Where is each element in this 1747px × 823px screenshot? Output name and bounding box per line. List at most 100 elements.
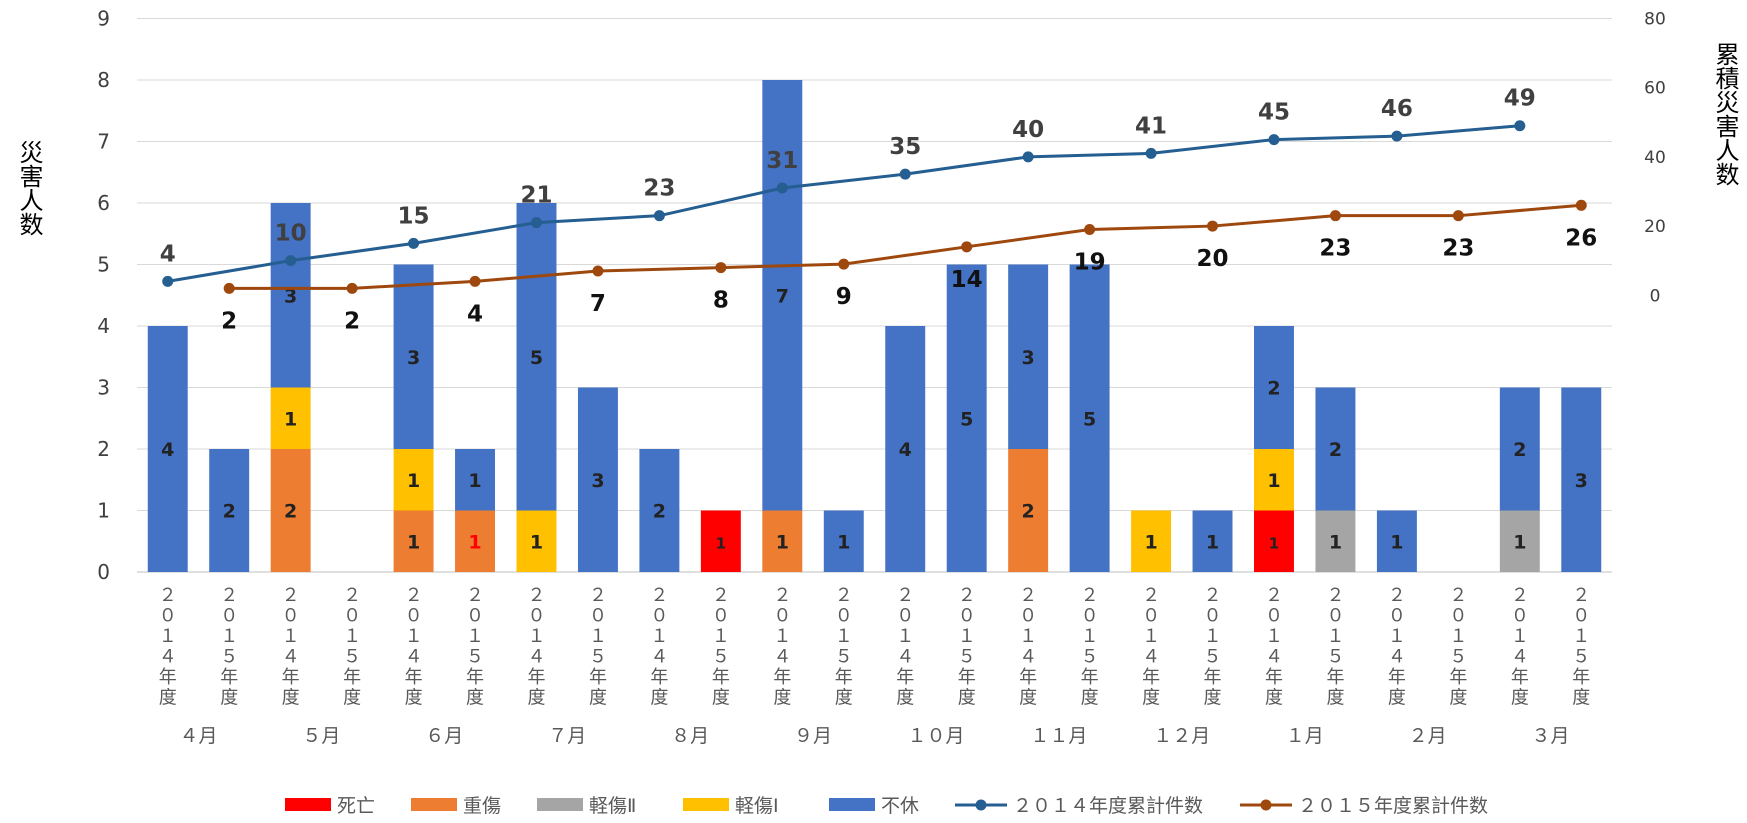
x-tick-label: ２ [1388, 585, 1406, 606]
x-tick-label: 年 [1449, 667, 1467, 688]
x-tick-label: ０ [1511, 606, 1529, 627]
line-value-label: 2 [221, 308, 237, 334]
line-value-label: 8 [713, 288, 729, 314]
legend-label: 重傷 [463, 795, 501, 817]
x-tick-label: ４ [1142, 647, 1160, 668]
x-tick-label: ０ [1081, 606, 1099, 627]
legend-label: 軽傷Ⅱ [589, 795, 636, 817]
line-value-label: 19 [1074, 250, 1106, 276]
x-tick-label: 度 [343, 688, 361, 709]
x-tick-label: １ [589, 626, 607, 647]
line-value-label: 49 [1504, 86, 1536, 112]
x-tick-label: １ [958, 626, 976, 647]
x-tick-label: ５ [1081, 647, 1099, 668]
x-tick-label: ４ [159, 647, 177, 668]
bar-segment [393, 449, 434, 511]
bar-value-label: 1 [776, 531, 789, 553]
bar-segment [1561, 387, 1602, 572]
bar-value-label: 1 [1329, 531, 1342, 553]
legend-marker [1260, 799, 1272, 811]
bar-value-label: 1 [468, 531, 481, 553]
x-tick-label: 年 [527, 667, 545, 688]
line-value-label: 23 [1442, 236, 1474, 262]
line-value-label: 26 [1565, 225, 1597, 251]
x-tick-label: 年 [650, 667, 668, 688]
x-tick-label: 度 [958, 688, 976, 709]
bar-value-label: 1 [407, 531, 420, 553]
x-group-label: ９月 [794, 725, 832, 747]
x-tick-label: 年 [712, 667, 730, 688]
line-marker [899, 168, 911, 180]
bar-value-label: 1 [1206, 531, 1219, 553]
x-tick-label: １ [527, 626, 545, 647]
line-value-label: 4 [467, 301, 483, 327]
x-tick-label: 度 [1204, 688, 1222, 709]
x-tick-label: ４ [650, 647, 668, 668]
x-tick-label: 年 [466, 667, 484, 688]
bar-segment [1131, 510, 1172, 572]
x-tick-label: 度 [1388, 688, 1406, 709]
line-marker [1391, 130, 1403, 142]
line-value-label: 10 [275, 221, 307, 247]
x-tick-label: ０ [1388, 606, 1406, 627]
line-marker [1268, 134, 1280, 146]
y-axis-right-label: 累積災害人数 [1711, 42, 1739, 186]
x-tick-label: 年 [773, 667, 791, 688]
x-tick-label: ２ [773, 585, 791, 606]
y-right-tick-label: 80 [1644, 10, 1666, 30]
line-marker [715, 262, 727, 274]
line-value-label: 7 [590, 291, 606, 317]
x-tick-label: 年 [159, 667, 177, 688]
bar-segment [270, 203, 311, 388]
x-tick-label: ０ [650, 606, 668, 627]
x-tick-label: １ [466, 626, 484, 647]
line-value-label: 21 [520, 183, 552, 209]
x-tick-label: 年 [282, 667, 300, 688]
x-tick-label: 年 [1081, 667, 1099, 688]
bar-value-label: 2 [1329, 439, 1342, 461]
legend-swatch [537, 798, 583, 811]
bar-value-label: 1 [407, 470, 420, 492]
x-tick-label: ２ [589, 585, 607, 606]
bar-segment [1315, 387, 1356, 511]
bar-value-label: 2 [1513, 439, 1526, 461]
x-tick-label: ４ [1265, 647, 1283, 668]
x-tick-label: １ [1388, 626, 1406, 647]
x-tick-label: １ [405, 626, 423, 647]
x-tick-label: 年 [896, 667, 914, 688]
bar-value-label: 2 [223, 501, 236, 523]
x-tick-label: 度 [1572, 688, 1590, 709]
bar-value-label: 3 [1575, 470, 1588, 492]
bar-segment [1008, 449, 1049, 572]
legend-marker [975, 799, 987, 811]
bar-value-label: 3 [1022, 347, 1035, 369]
bar-value-label: 3 [407, 347, 420, 369]
x-tick-label: １ [1019, 626, 1037, 647]
x-tick-label: １ [1572, 626, 1590, 647]
line-marker [162, 275, 174, 287]
line-value-label: 14 [951, 267, 983, 293]
line-marker [1575, 199, 1587, 211]
bar-segment [885, 326, 926, 572]
x-tick-label: 度 [1019, 688, 1037, 709]
bar-segment [1499, 387, 1540, 511]
y-right-tick-label: 20 [1644, 217, 1666, 237]
bar-value-label: 1 [837, 531, 850, 553]
x-tick-label: 年 [835, 667, 853, 688]
x-tick-label: ０ [1326, 606, 1344, 627]
x-tick-label: １ [1204, 626, 1222, 647]
x-tick-label: 年 [958, 667, 976, 688]
y-tick-label: 7 [97, 130, 110, 154]
x-tick-label: 度 [466, 688, 484, 709]
legend-label: 死亡 [337, 795, 375, 817]
x-tick-label: ０ [282, 606, 300, 627]
x-tick-label: 度 [589, 688, 607, 709]
x-tick-label: 度 [896, 688, 914, 709]
line-value-label: 20 [1197, 246, 1229, 272]
x-tick-label: ０ [896, 606, 914, 627]
x-group-label: ８月 [671, 725, 709, 747]
y-tick-label: 3 [97, 376, 110, 400]
y-tick-label: 0 [97, 560, 110, 584]
bar-segment [270, 387, 311, 449]
